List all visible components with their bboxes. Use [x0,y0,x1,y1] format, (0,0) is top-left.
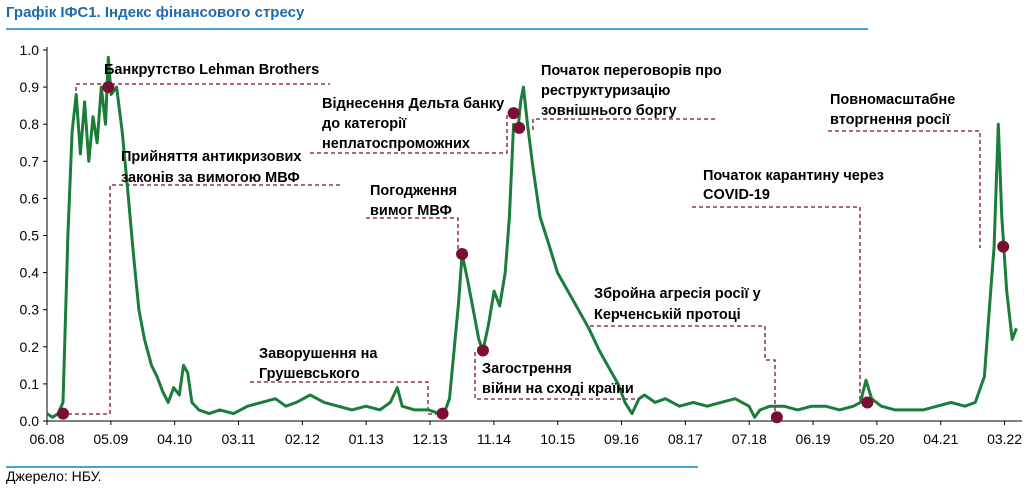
annotation-leader [590,325,776,418]
annotation-leader [68,184,340,415]
x-tick-label: 02.12 [285,431,320,447]
annotation-label: Прийняття антикризових [121,149,301,165]
x-tick-label: 10.15 [540,431,575,447]
annotation-label: Заворушення на [259,346,378,362]
event-marker [770,411,783,424]
annotation-label: зовнішнього боргу [541,103,677,119]
event-marker [102,81,115,94]
y-tick-label: 0.3 [20,302,40,318]
chart-title: Графік ІФС1. Індекс фінансового стресу [6,4,304,21]
annotation-label: до категорії [322,116,407,132]
annotation-label: Грушевського [259,366,360,382]
chart-title-prefix: Графік ІФС1. [6,4,101,21]
annotation-label: Початок карантину через [703,168,884,184]
annotation-label: війни на сході країни [482,381,634,397]
x-tick-label: 04.21 [923,431,958,447]
event-marker [476,344,489,357]
x-tick-label: 01.13 [349,431,384,447]
y-tick-label: 0.5 [20,228,40,244]
annotation-label: Початок переговорів про [541,63,722,79]
annotation-leader [366,217,459,252]
y-tick-label: 0.2 [20,339,40,355]
x-tick-label: 11.14 [477,431,511,447]
x-tick-label: 05.09 [93,431,128,447]
footer-rule [6,466,698,468]
x-tick-label: 12.13 [413,431,448,447]
x-tick-label: 07.18 [732,431,767,447]
x-tick-label: 05.20 [859,431,894,447]
y-tick-label: 0.7 [20,153,40,169]
x-tick-label: 04.10 [157,431,192,447]
y-tick-label: 1.0 [20,42,40,58]
x-tick-label: 03.22 [987,431,1022,447]
y-tick-label: 0.4 [20,265,40,281]
y-tick-label: 0.8 [20,116,40,132]
annotation-label: законів за вимогою МВФ [121,170,300,186]
event-marker [456,248,469,261]
annotation-label: Збройна агресія росії у [594,286,761,302]
annotation-label: неплатоспроможних [322,136,470,152]
annotation-label: вторгнення росії [830,112,951,128]
x-tick-label: 03.11 [222,431,256,447]
annotation-label: Загострення [482,361,572,377]
annotation-leader [310,113,508,154]
event-marker [436,407,449,420]
y-tick-label: 0.0 [20,413,40,429]
y-tick-label: 0.1 [20,376,40,392]
annotation-label: Банкрутство Lehman Brothers [104,62,319,78]
annotation-label: Погодження [370,183,457,199]
annotation-leader [474,352,640,400]
annotation-leader [828,130,981,248]
y-tick-label: 0.6 [20,190,40,206]
annotation-leader [692,206,861,402]
annotation-label: реструктуризацію [541,83,670,99]
x-tick-label: 09.16 [604,431,639,447]
event-marker [513,121,526,134]
source-note: Джерело: НБУ. [6,468,102,484]
annotation-leader [532,118,715,130]
event-marker [861,396,874,409]
annotation-label: Керченській протоці [594,307,741,323]
header-rule [6,28,868,30]
annotation-label: COVID-19 [703,187,770,203]
annotation-label: Повномасштабне [830,92,955,108]
chart-title-rest: Індекс фінансового стресу [100,4,305,21]
event-marker [57,407,70,420]
annotation-label: Віднесення Дельта банку [322,96,504,112]
x-tick-label: 06.19 [796,431,831,447]
annotation-label: вимог МВФ [370,203,452,219]
event-marker [507,107,520,120]
x-tick-label: 08.17 [668,431,703,447]
event-marker [997,240,1010,253]
x-tick-label: 06.08 [29,431,64,447]
y-tick-label: 0.9 [20,79,40,95]
